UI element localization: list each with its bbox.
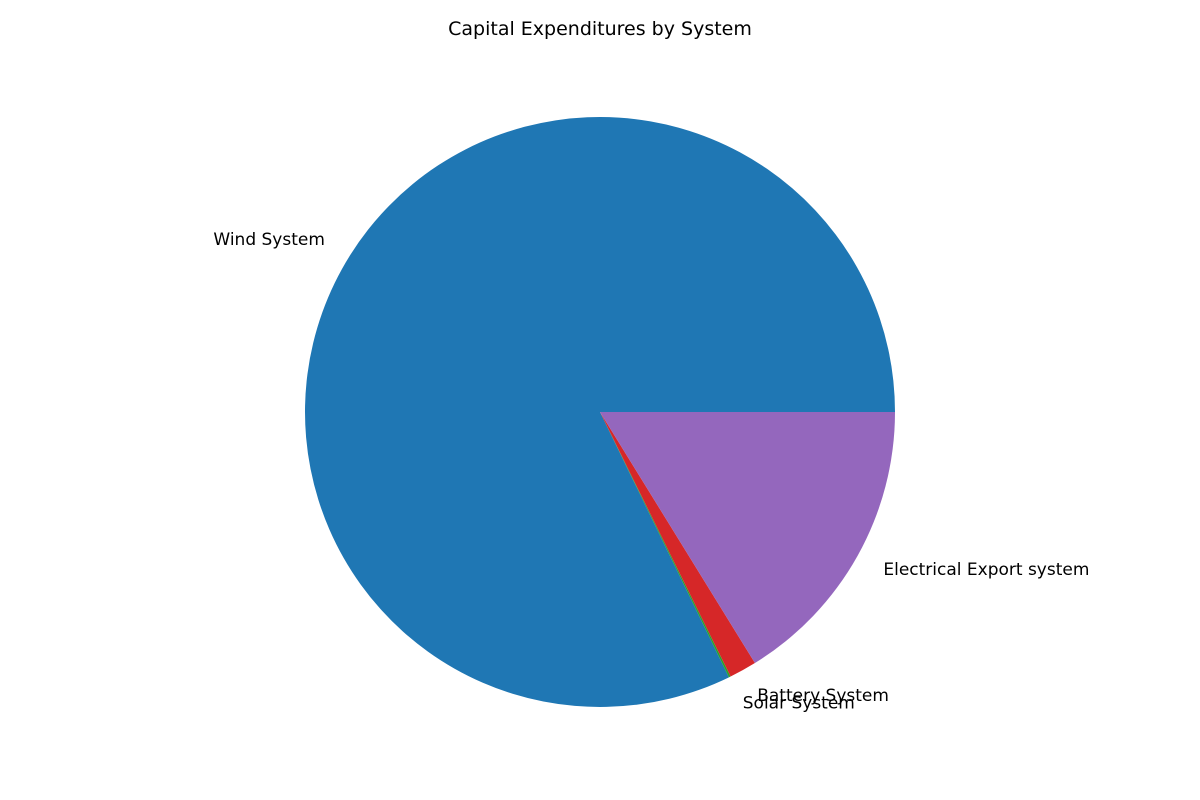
slice-label-wind-system: Wind System — [213, 230, 325, 250]
slice-label-electrical-export-system: Electrical Export system — [883, 560, 1089, 580]
chart-title: Capital Expenditures by System — [448, 18, 752, 40]
slice-label-solar-system: Solar System — [743, 693, 855, 713]
pie-slice-wind-system — [305, 116, 895, 707]
slice-label-battery-system: Battery System — [757, 686, 889, 706]
pie-slice-solar-system — [600, 412, 731, 678]
pie-slices — [305, 116, 895, 707]
pie-slice-battery-system — [600, 412, 755, 677]
pie-slice-electrical-export-system — [600, 412, 895, 664]
